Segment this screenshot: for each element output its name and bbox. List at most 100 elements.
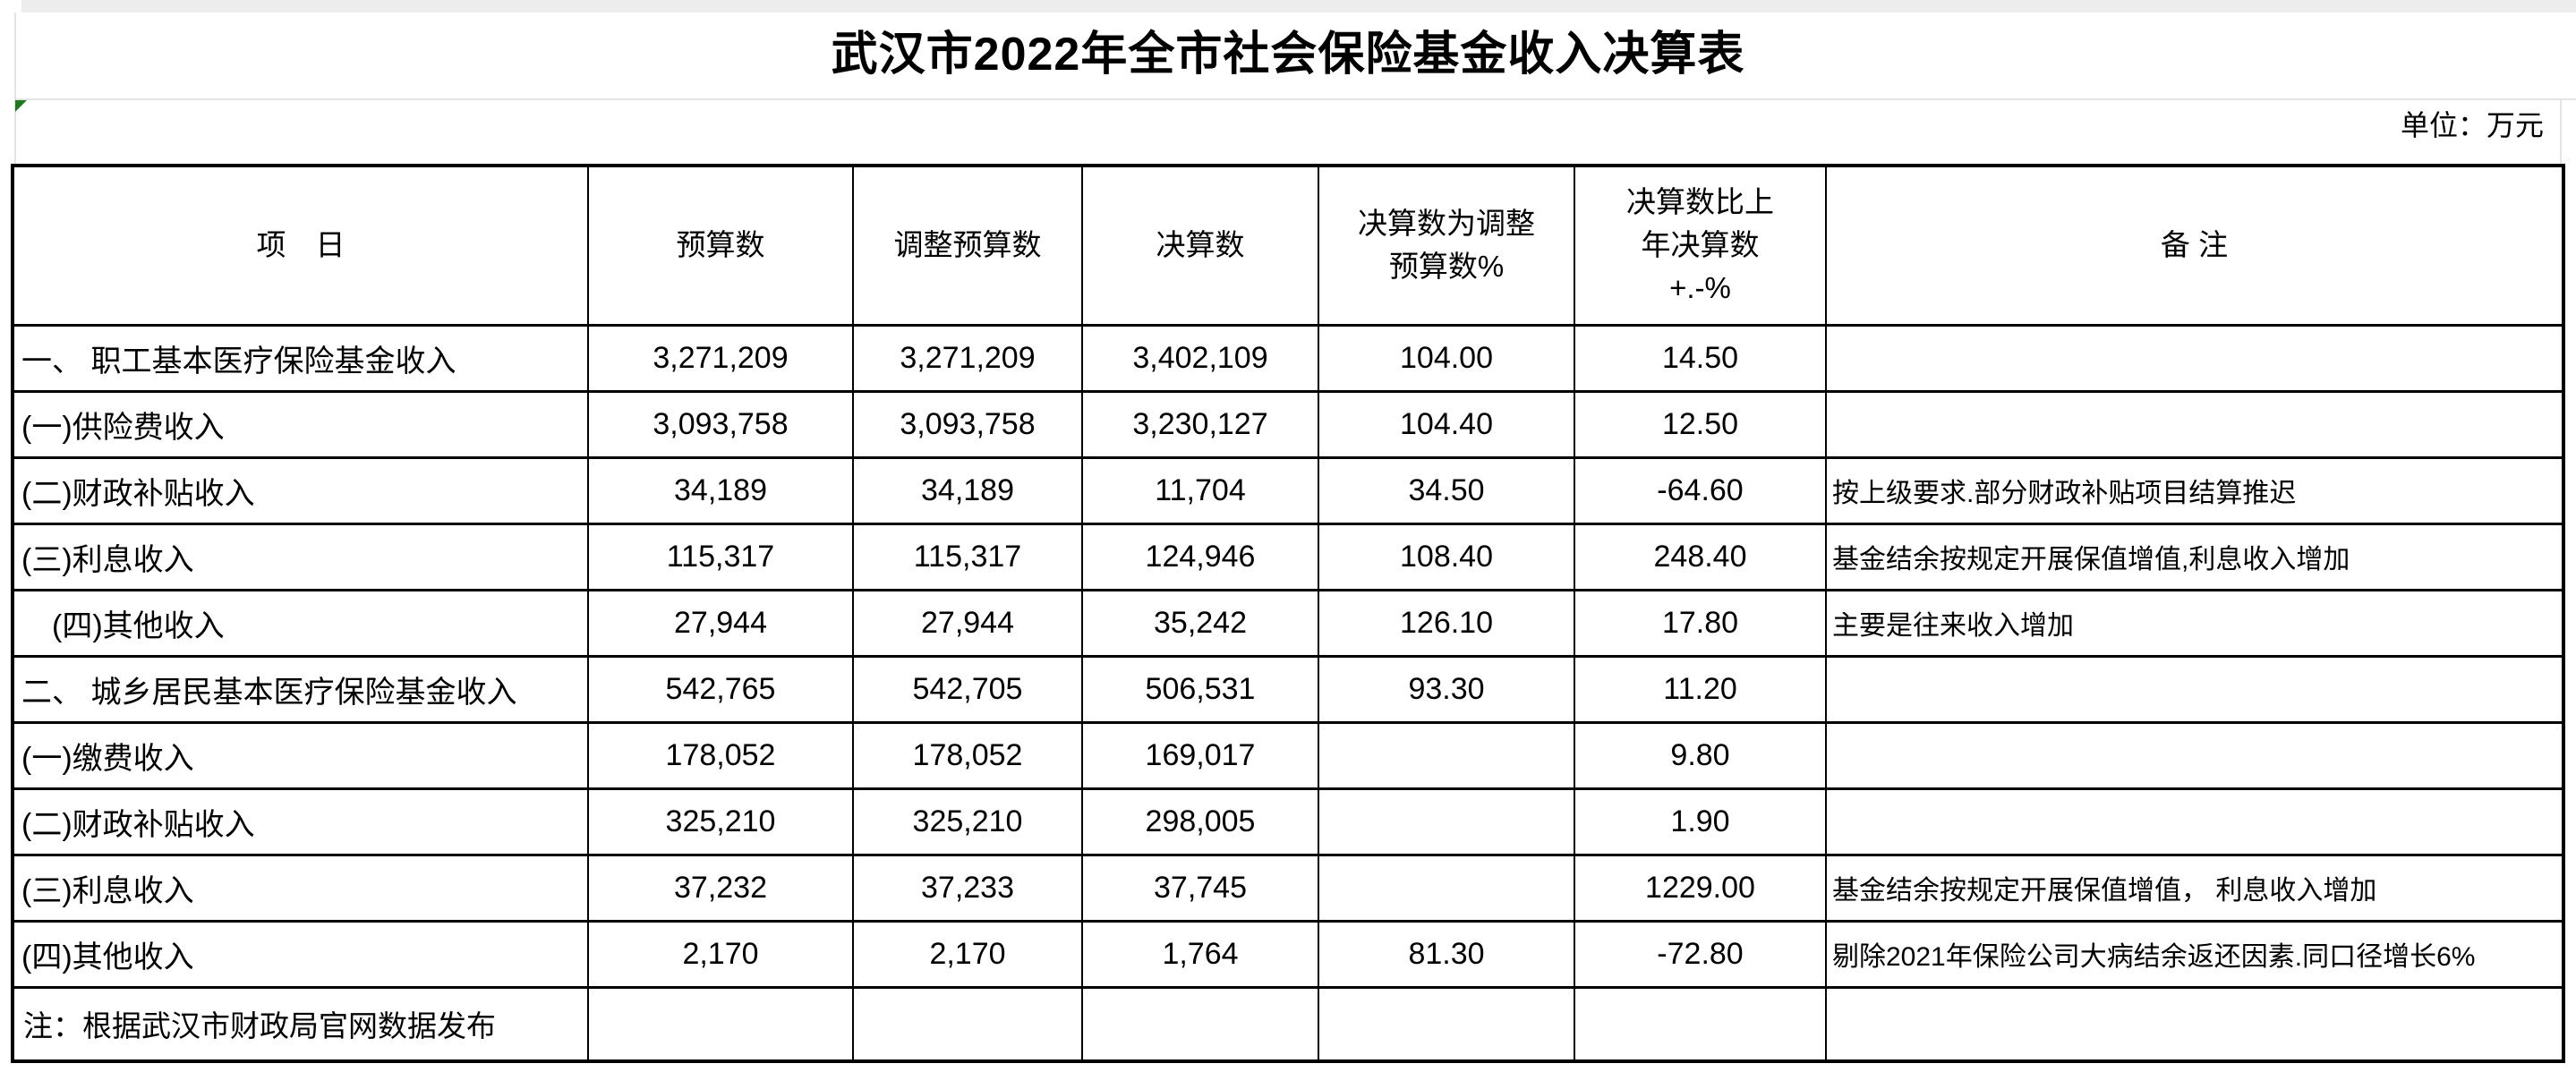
header-row: 项 日 预算数 调整预算数 决算数 决算数为调整预算数% 决算数比上年决算数+.… <box>12 164 2564 327</box>
cell-final: 298,005 <box>1081 787 1319 856</box>
cell-final: 37,745 <box>1081 853 1319 923</box>
cell-final-vs-prev-year-pct: 14.50 <box>1574 323 1827 393</box>
cell-adjusted-budget: 325,210 <box>852 787 1083 856</box>
cell-final: 124,946 <box>1081 522 1319 591</box>
cell-remark <box>1825 389 2564 459</box>
cell-remark <box>1825 654 2564 724</box>
cell-empty <box>1574 985 1827 1063</box>
cell-final: 1,764 <box>1081 919 1319 989</box>
cell-final-vs-adjusted-pct: 93.30 <box>1318 654 1575 724</box>
cell-empty <box>1825 985 2564 1063</box>
cell-adjusted-budget: 3,093,758 <box>852 389 1083 459</box>
cell-final-vs-prev-year-pct: -64.60 <box>1574 455 1827 525</box>
cell-adjusted-budget: 2,170 <box>852 919 1083 989</box>
cell-budget: 27,944 <box>587 588 854 658</box>
cell-final-vs-prev-year-pct: 11.20 <box>1574 654 1827 724</box>
cell-final-vs-prev-year-pct: -72.80 <box>1574 919 1827 989</box>
cell-budget: 178,052 <box>587 720 854 790</box>
page-title: 武汉市2022年全市社会保险基金收入决算表 <box>831 29 1745 81</box>
table-row: (一)供险费收入 3,093,758 3,093,758 3,230,127 104.4… <box>12 389 2564 459</box>
cell-item: 一、 职工基本医疗保险基金收入 <box>12 323 589 393</box>
cell-remark: 按上级要求.部分财政补贴项目结算推迟 <box>1825 455 2564 525</box>
cell-final-vs-prev-year-pct: 17.80 <box>1574 588 1827 658</box>
cell-budget: 2,170 <box>587 919 854 989</box>
header-final: 决算数 <box>1081 164 1319 327</box>
cell-adjusted-budget: 115,317 <box>852 522 1083 591</box>
cell-error-indicator-icon <box>15 100 27 112</box>
cell-final: 11,704 <box>1081 455 1319 525</box>
cell-remark <box>1825 787 2564 856</box>
cell-final-vs-adjusted-pct: 126.10 <box>1318 588 1575 658</box>
cell-item: (三)利息收入 <box>12 853 589 923</box>
cell-remark: 主要是往来收入增加 <box>1825 588 2564 658</box>
cell-item: (二)财政补贴收入 <box>12 455 589 525</box>
unit-label: 单位：万元 <box>2400 109 2544 141</box>
table-row: (三)利息收入 115,317 115,317 124,946 108.40 248.40… <box>12 522 2564 591</box>
table-row: (三)利息收入 37,232 37,233 37,745 1229.00 基金结余按规定开… <box>12 853 2564 923</box>
table-row: 二、 城乡居民基本医疗保险基金收入 542,765 542,705 506,531 93… <box>12 654 2564 724</box>
cell-empty <box>1318 985 1575 1063</box>
footer-row: 注：根据武汉市财政局官网数据发布 <box>12 985 2564 1063</box>
table-row: 一、 职工基本医疗保险基金收入 3,271,209 3,271,209 3,402,1… <box>12 323 2564 393</box>
cell-final-vs-prev-year-pct: 1229.00 <box>1574 853 1827 923</box>
spreadsheet-gridline-vertical-right <box>2560 98 2562 165</box>
cell-final: 35,242 <box>1081 588 1319 658</box>
spreadsheet-gridline-vertical <box>14 13 16 165</box>
cell-budget: 325,210 <box>587 787 854 856</box>
cell-final-vs-adjusted-pct <box>1318 720 1575 790</box>
footer-note: 注：根据武汉市财政局官网数据发布 <box>12 985 589 1063</box>
cell-final-vs-prev-year-pct: 1.90 <box>1574 787 1827 856</box>
spreadsheet-gridline-horizontal <box>14 98 2576 100</box>
cell-remark <box>1825 323 2564 393</box>
table-row: (四)其他收入 27,944 27,944 35,242 126.10 17.80 主要是往… <box>12 588 2564 658</box>
cell-remark: 剔除2021年保险公司大病结余返还因素.同口径增长6% <box>1825 919 2564 989</box>
cell-remark: 基金结余按规定开展保值增值,利息收入增加 <box>1825 522 2564 591</box>
cell-final-vs-adjusted-pct: 104.40 <box>1318 389 1575 459</box>
cell-empty <box>587 985 854 1063</box>
cell-item: (四)其他收入 <box>12 588 589 658</box>
cell-empty <box>1081 985 1319 1063</box>
cell-empty <box>852 985 1083 1063</box>
cell-budget: 3,271,209 <box>587 323 854 393</box>
cell-final-vs-prev-year-pct: 9.80 <box>1574 720 1827 790</box>
cell-final-vs-adjusted-pct <box>1318 853 1575 923</box>
cell-final: 506,531 <box>1081 654 1319 724</box>
cell-remark <box>1825 720 2564 790</box>
cell-final: 3,402,109 <box>1081 323 1319 393</box>
header-adjusted-budget: 调整预算数 <box>852 164 1083 327</box>
cell-adjusted-budget: 34,189 <box>852 455 1083 525</box>
table-row: (四)其他收入 2,170 2,170 1,764 81.30 -72.80 剔除2021年… <box>12 919 2564 989</box>
cell-final: 3,230,127 <box>1081 389 1319 459</box>
cell-adjusted-budget: 27,944 <box>852 588 1083 658</box>
cell-item: (一)缴费收入 <box>12 720 589 790</box>
cell-item: (二)财政补贴收入 <box>12 787 589 856</box>
header-budget: 预算数 <box>587 164 854 327</box>
cell-budget: 37,232 <box>587 853 854 923</box>
cell-final-vs-adjusted-pct: 104.00 <box>1318 323 1575 393</box>
cell-item: 二、 城乡居民基本医疗保险基金收入 <box>12 654 589 724</box>
cell-budget: 542,765 <box>587 654 854 724</box>
cell-final-vs-prev-year-pct: 12.50 <box>1574 389 1827 459</box>
table-row: (一)缴费收入 178,052 178,052 169,017 9.80 <box>12 720 2564 790</box>
fund-income-table: 项 日 预算数 调整预算数 决算数 决算数为调整预算数% 决算数比上年决算数+.… <box>11 164 2565 1063</box>
cell-adjusted-budget: 178,052 <box>852 720 1083 790</box>
cell-item: (三)利息收入 <box>12 522 589 591</box>
cell-adjusted-budget: 37,233 <box>852 853 1083 923</box>
cell-budget: 34,189 <box>587 455 854 525</box>
cell-item: (四)其他收入 <box>12 919 589 989</box>
cell-budget: 3,093,758 <box>587 389 854 459</box>
cell-final-vs-prev-year-pct: 248.40 <box>1574 522 1827 591</box>
top-margin-band <box>21 0 2576 13</box>
cell-final: 169,017 <box>1081 720 1319 790</box>
cell-final-vs-adjusted-pct: 81.30 <box>1318 919 1575 989</box>
header-final-vs-prev-year-pct: 决算数比上年决算数+.-% <box>1574 164 1827 327</box>
cell-final-vs-adjusted-pct <box>1318 787 1575 856</box>
cell-final-vs-adjusted-pct: 108.40 <box>1318 522 1575 591</box>
header-final-vs-adjusted-pct: 决算数为调整预算数% <box>1318 164 1575 327</box>
header-remark: 备 注 <box>1825 164 2564 327</box>
header-item: 项 日 <box>12 164 589 327</box>
table-body: 一、 职工基本医疗保险基金收入 3,271,209 3,271,209 3,402,1… <box>12 323 2564 989</box>
cell-adjusted-budget: 542,705 <box>852 654 1083 724</box>
cell-budget: 115,317 <box>587 522 854 591</box>
cell-remark: 基金结余按规定开展保值增值， 利息收入增加 <box>1825 853 2564 923</box>
